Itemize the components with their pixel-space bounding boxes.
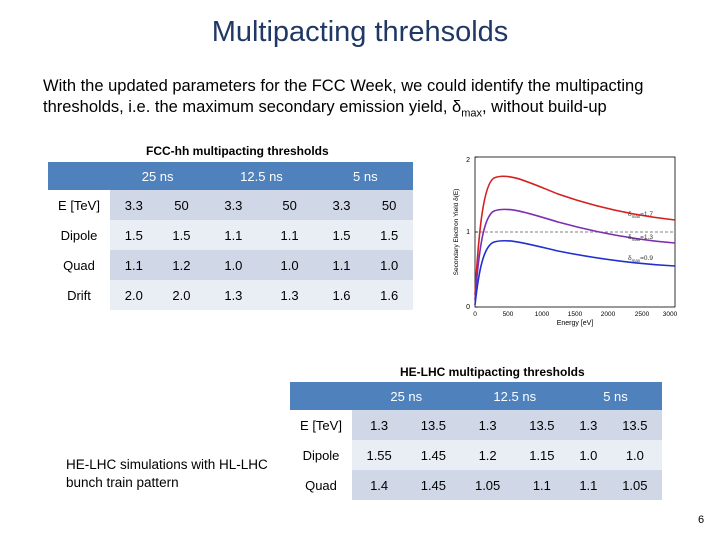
- x-axis-label: Energy [eV]: [557, 320, 594, 327]
- cell: 1.3: [352, 410, 407, 440]
- cell: 3.3: [317, 190, 366, 220]
- y-axis-label: Secondary Electron Yield δ(E): [453, 189, 460, 276]
- y-tick-label: 0: [466, 304, 470, 311]
- cell: 1.5: [317, 220, 366, 250]
- row-label: Dipole: [290, 440, 352, 470]
- cell: 1.15: [514, 440, 569, 470]
- x-tick-label: 1500: [568, 311, 583, 318]
- cell: 1.45: [406, 470, 461, 500]
- cell: 1.6: [317, 280, 366, 310]
- sey-curve-blue: [474, 239, 676, 306]
- cell: 50: [261, 190, 318, 220]
- cell: 1.5: [157, 220, 206, 250]
- curve-label-blue: δmax=0.9: [628, 255, 653, 263]
- cell: 1.0: [569, 440, 608, 470]
- cell: 1.4: [352, 470, 407, 500]
- cell: 1.05: [607, 470, 662, 500]
- group-header: 25 ns: [352, 382, 461, 410]
- table-row: E [TeV] 3.3 50 3.3 50 3.3 50: [48, 190, 413, 220]
- group-header: 25 ns: [110, 162, 206, 190]
- cell: 1.05: [460, 470, 515, 500]
- intro-subscript: max: [461, 107, 482, 120]
- cell: 1.2: [157, 250, 206, 280]
- cell: 1.1: [514, 470, 569, 500]
- fcc-table-caption: FCC-hh multipacting thresholds: [146, 144, 329, 158]
- table-row: Dipole 1.55 1.45 1.2 1.15 1.0 1.0: [290, 440, 662, 470]
- sey-curve-purple: [474, 208, 676, 301]
- group-header: 5 ns: [569, 382, 662, 410]
- cell: 13.5: [514, 410, 569, 440]
- table-row: Quad 1.1 1.2 1.0 1.0 1.1 1.0: [48, 250, 413, 280]
- cell: 1.0: [205, 250, 262, 280]
- group-header: 5 ns: [317, 162, 413, 190]
- cell: 1.1: [110, 250, 158, 280]
- cell: 1.0: [365, 250, 413, 280]
- cell: 1.3: [205, 280, 262, 310]
- cell: 1.2: [460, 440, 515, 470]
- x-tick-label: 500: [503, 311, 514, 318]
- row-label: Drift: [48, 280, 110, 310]
- x-tick-label: 2500: [635, 311, 650, 318]
- table-row: E [TeV] 1.3 13.5 1.3 13.5 1.3 13.5: [290, 410, 662, 440]
- row-label: Dipole: [48, 220, 110, 250]
- cell: 1.55: [352, 440, 407, 470]
- curve-label-purple: δmax=1.3: [628, 234, 653, 242]
- page-number: 6: [698, 514, 705, 526]
- cell: 1.6: [365, 280, 413, 310]
- cell: 1.1: [205, 220, 262, 250]
- cell: 1.1: [569, 470, 608, 500]
- simulation-note: HE-LHC simulations with HL-LHC bunch tra…: [66, 457, 268, 490]
- cell: 3.3: [205, 190, 262, 220]
- sey-curve-red: [474, 175, 676, 296]
- sey-plot: 0 1 2 0 500 1000 1500 2000 2500 3000 Ene…: [453, 156, 678, 327]
- cell: 13.5: [607, 410, 662, 440]
- row-label: E [TeV]: [48, 190, 110, 220]
- cell: 1.3: [569, 410, 608, 440]
- cell: 1.0: [261, 250, 318, 280]
- row-label: E [TeV]: [290, 410, 352, 440]
- hl-table-caption: HE-LHC multipacting thresholds: [400, 365, 585, 379]
- x-tick-label: 2000: [601, 311, 616, 318]
- intro-text-end: , without build-up: [481, 98, 607, 116]
- cell: 1.1: [317, 250, 366, 280]
- hl-threshold-table: 25 ns 12.5 ns 5 ns E [TeV] 1.3 13.5 1.3 …: [290, 382, 662, 500]
- group-header: 12.5 ns: [460, 382, 569, 410]
- cell: 3.3: [110, 190, 158, 220]
- row-label: Quad: [48, 250, 110, 280]
- table-row: Dipole 1.5 1.5 1.1 1.1 1.5 1.5: [48, 220, 413, 250]
- x-tick-label: 0: [473, 311, 477, 318]
- table-row: Drift 2.0 2.0 1.3 1.3 1.6 1.6: [48, 280, 413, 310]
- cell: 1.0: [607, 440, 662, 470]
- cell: 1.1: [261, 220, 318, 250]
- slide-title: Multipacting threhsolds: [211, 16, 509, 48]
- y-tick-label: 2: [466, 157, 470, 164]
- y-tick-label: 1: [466, 229, 470, 236]
- cell: 1.5: [110, 220, 158, 250]
- cell: 2.0: [110, 280, 158, 310]
- cell: 1.3: [460, 410, 515, 440]
- x-tick-label: 3000: [663, 311, 678, 318]
- cell: 50: [157, 190, 206, 220]
- fcc-header-row: 25 ns 12.5 ns 5 ns: [48, 162, 413, 190]
- cell: 50: [365, 190, 413, 220]
- intro-paragraph: With the updated parameters for the FCC …: [43, 76, 683, 124]
- x-tick-label: 1000: [535, 311, 550, 318]
- hl-header-row: 25 ns 12.5 ns 5 ns: [290, 382, 662, 410]
- cell: 1.45: [406, 440, 461, 470]
- cell: 2.0: [157, 280, 206, 310]
- header-corner: [290, 382, 352, 410]
- group-header: 12.5 ns: [205, 162, 318, 190]
- table-row: Quad 1.4 1.45 1.05 1.1 1.1 1.05: [290, 470, 662, 500]
- curve-label-red: δmax=1.7: [628, 211, 653, 219]
- header-corner: [48, 162, 110, 190]
- cell: 1.5: [365, 220, 413, 250]
- row-label: Quad: [290, 470, 352, 500]
- cell: 13.5: [406, 410, 461, 440]
- intro-text: With the updated parameters for the FCC …: [43, 77, 644, 116]
- cell: 1.3: [261, 280, 318, 310]
- fcc-threshold-table: 25 ns 12.5 ns 5 ns E [TeV] 3.3 50 3.3 50…: [48, 162, 413, 310]
